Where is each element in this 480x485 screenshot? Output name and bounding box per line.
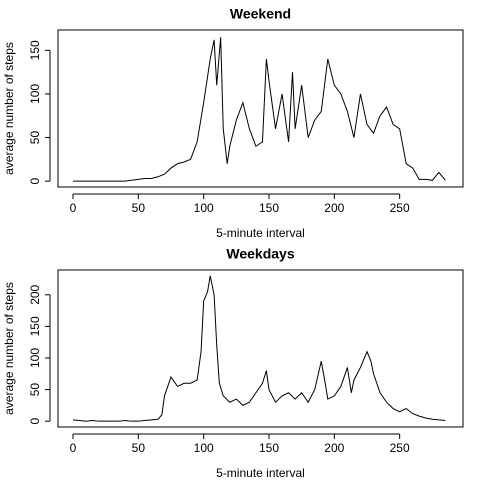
x-tick-label: 100: [194, 441, 214, 455]
y-axis-label: average number of steps: [2, 42, 16, 175]
x-tick-label: 100: [194, 201, 214, 215]
x-tick-label: 200: [324, 201, 344, 215]
x-tick-label: 200: [324, 441, 344, 455]
chart-title: Weekend: [230, 6, 291, 22]
y-tick-label: 50: [28, 131, 42, 145]
x-tick-label: 150: [259, 201, 279, 215]
y-tick-label: 50: [28, 383, 42, 397]
x-axis-label: 5-minute interval: [216, 226, 305, 240]
x-tick-label: 250: [390, 441, 410, 455]
y-tick-label: 0: [28, 177, 42, 184]
y-tick-label: 0: [28, 418, 42, 425]
y-tick-label: 100: [28, 348, 42, 368]
x-tick-label: 250: [390, 201, 410, 215]
data-line: [72, 275, 446, 422]
y-tick-label: 100: [28, 84, 42, 104]
x-tick-label: 0: [70, 441, 77, 455]
y-tick-label: 150: [28, 40, 42, 60]
y-tick-label: 200: [28, 284, 42, 304]
x-tick-label: 150: [259, 441, 279, 455]
data-line: [73, 37, 446, 182]
x-tick-label: 50: [132, 441, 146, 455]
y-axis-label: average number of steps: [2, 282, 16, 415]
y-tick-label: 150: [28, 316, 42, 336]
plot-box: [57, 269, 464, 428]
x-axis-label: 5-minute interval: [216, 466, 305, 480]
chart-title: Weekdays: [226, 246, 294, 262]
plot-box: [57, 29, 464, 188]
x-tick-label: 0: [70, 201, 77, 215]
x-tick-label: 50: [132, 201, 146, 215]
